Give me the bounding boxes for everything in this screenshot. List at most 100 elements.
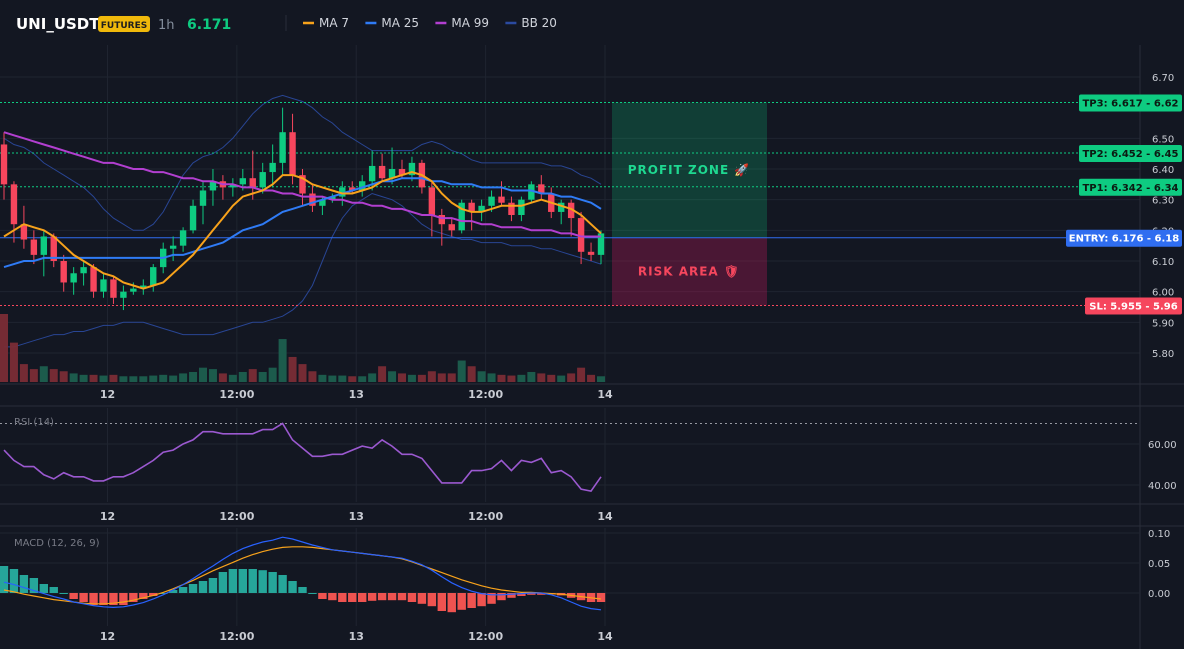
level-tags[interactable]: TP3: 6.617 - 6.62 TP2: 6.452 - 6.45 TP1: 6… bbox=[1066, 94, 1182, 315]
candle-body[interactable] bbox=[120, 291, 127, 298]
macd-tick-label: 0.00 bbox=[1148, 589, 1170, 600]
candle-body[interactable] bbox=[478, 205, 485, 212]
candle-body[interactable] bbox=[110, 279, 117, 298]
price-tick-label: 5.80 bbox=[1152, 349, 1174, 360]
candle-body[interactable] bbox=[100, 279, 107, 292]
tp3-tag[interactable] bbox=[1079, 94, 1182, 112]
candle-body[interactable] bbox=[60, 261, 67, 283]
candle-body[interactable] bbox=[558, 202, 565, 212]
candle-body[interactable] bbox=[398, 169, 406, 176]
volume-bar bbox=[338, 375, 347, 382]
candle-body[interactable] bbox=[40, 236, 47, 255]
macd-histogram-bar bbox=[278, 575, 287, 593]
candle-body[interactable] bbox=[518, 199, 525, 215]
candle-body[interactable] bbox=[587, 251, 595, 255]
rsi-panel[interactable] bbox=[0, 422, 1140, 492]
candle-body[interactable] bbox=[279, 132, 286, 163]
candle-body[interactable] bbox=[438, 215, 445, 225]
tp1-tag[interactable] bbox=[1079, 178, 1182, 196]
candle-body[interactable] bbox=[299, 175, 306, 194]
candle-body[interactable] bbox=[349, 187, 356, 191]
candle-body[interactable] bbox=[239, 178, 246, 185]
interval-label[interactable]: 1h bbox=[158, 18, 175, 33]
sl-tag[interactable] bbox=[1085, 297, 1182, 315]
risk-zone[interactable] bbox=[612, 237, 767, 306]
candle-body[interactable] bbox=[458, 202, 465, 231]
candle-body[interactable] bbox=[0, 144, 8, 185]
candle-body[interactable] bbox=[448, 224, 455, 231]
candle-body[interactable] bbox=[259, 172, 266, 188]
time-tick-label: 13 bbox=[349, 388, 364, 401]
tp2-tag[interactable] bbox=[1079, 145, 1182, 163]
candle-body[interactable] bbox=[538, 184, 545, 194]
volume-bar bbox=[149, 375, 158, 382]
candle-body[interactable] bbox=[528, 184, 535, 200]
candle-body[interactable] bbox=[368, 165, 376, 182]
candle-body[interactable] bbox=[140, 285, 147, 289]
volume-bar bbox=[189, 371, 198, 382]
volume-bar bbox=[557, 375, 566, 382]
macd-histogram-bar bbox=[69, 593, 78, 599]
time-tick-label: 14 bbox=[597, 510, 613, 523]
candle-body[interactable] bbox=[508, 202, 515, 215]
macd-histogram-bar bbox=[477, 593, 486, 607]
time-tick-label: 12 bbox=[100, 510, 115, 523]
legend-label[interactable]: MA 7 bbox=[319, 16, 349, 30]
candle-body[interactable] bbox=[189, 205, 197, 231]
macd-histogram-bar bbox=[228, 569, 238, 593]
volume-bar bbox=[69, 373, 78, 382]
candle-body[interactable] bbox=[10, 184, 18, 225]
volume-bar bbox=[139, 376, 148, 382]
candle-body[interactable] bbox=[249, 178, 256, 188]
candle-body[interactable] bbox=[50, 236, 57, 261]
tp2-tag-label: TP2: 6.452 - 6.45 bbox=[1082, 149, 1178, 160]
candle-body[interactable] bbox=[319, 199, 326, 206]
candle-body[interactable] bbox=[269, 162, 276, 173]
legend-label[interactable]: MA 25 bbox=[381, 16, 419, 30]
candle-body[interactable] bbox=[199, 190, 207, 206]
macd-panel[interactable] bbox=[0, 532, 1140, 613]
candle-body[interactable] bbox=[428, 187, 436, 215]
candle-body[interactable] bbox=[577, 218, 585, 252]
candle-body[interactable] bbox=[169, 245, 177, 249]
macd-histogram-bar bbox=[487, 593, 496, 604]
volume-bar bbox=[119, 376, 128, 382]
futures-badge-bg bbox=[98, 16, 150, 32]
candle-body[interactable] bbox=[339, 187, 346, 197]
candle-body[interactable] bbox=[388, 169, 396, 179]
profit-zone[interactable] bbox=[612, 102, 767, 238]
macd-histogram-bar bbox=[19, 575, 29, 593]
candle-body[interactable] bbox=[309, 193, 316, 206]
candle-body[interactable] bbox=[80, 267, 87, 274]
candle-body[interactable] bbox=[567, 202, 575, 219]
macd-histogram-bar bbox=[338, 593, 347, 602]
candle-body[interactable] bbox=[378, 165, 386, 179]
candle-body[interactable] bbox=[90, 267, 97, 292]
symbol-title[interactable]: UNI_USDT bbox=[16, 15, 100, 33]
macd-histogram-bar bbox=[129, 593, 138, 602]
candle-body[interactable] bbox=[179, 230, 187, 246]
candle-body[interactable] bbox=[209, 181, 217, 191]
legend-label[interactable]: BB 20 bbox=[521, 16, 557, 30]
entry-tag[interactable] bbox=[1066, 229, 1182, 247]
candle-body[interactable] bbox=[408, 162, 416, 176]
time-tick-label: 12 bbox=[100, 630, 115, 643]
candle-body[interactable] bbox=[130, 288, 137, 292]
tp1-tag-label: TP1: 6.342 - 6.34 bbox=[1082, 183, 1178, 194]
candle-body[interactable] bbox=[70, 273, 77, 283]
candle-body[interactable] bbox=[289, 132, 296, 176]
legend-label[interactable]: MA 99 bbox=[451, 16, 489, 30]
candle-body[interactable] bbox=[229, 184, 237, 188]
candle-body[interactable] bbox=[468, 202, 475, 212]
candle-body[interactable] bbox=[488, 196, 495, 206]
candle-body[interactable] bbox=[359, 181, 366, 191]
candle-body[interactable] bbox=[30, 239, 38, 255]
candle-body[interactable] bbox=[498, 196, 505, 203]
candle-body[interactable] bbox=[597, 233, 605, 255]
candle-body[interactable] bbox=[329, 196, 336, 200]
candle-body[interactable] bbox=[150, 267, 157, 286]
candle-body[interactable] bbox=[20, 224, 28, 240]
volume-bar bbox=[49, 369, 58, 382]
